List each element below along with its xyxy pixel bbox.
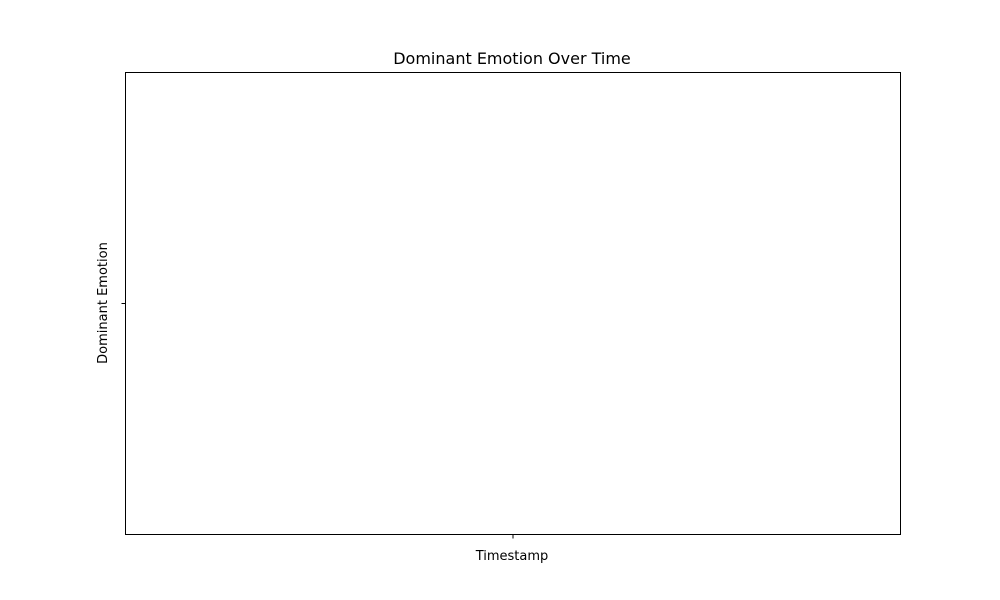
y-axis-label: Dominant Emotion <box>96 242 111 364</box>
x-axis-label: Timestamp <box>475 549 549 564</box>
chart-title: Dominant Emotion Over Time <box>393 49 631 68</box>
plot-area <box>125 72 901 535</box>
